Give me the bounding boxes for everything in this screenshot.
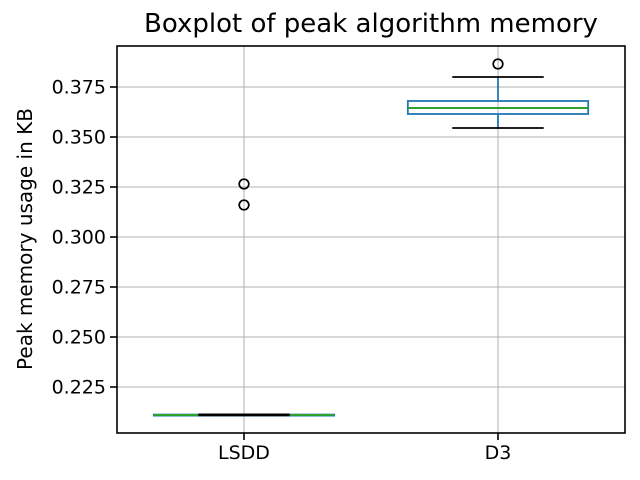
chart-title: Boxplot of peak algorithm memory xyxy=(144,9,598,39)
outlier-point xyxy=(238,199,250,211)
x-tick-label: LSDD xyxy=(218,442,270,464)
outlier-point xyxy=(238,178,250,190)
y-tick-label: 0.275 xyxy=(52,277,106,299)
y-tick-label: 0.325 xyxy=(52,177,106,199)
axes-frame xyxy=(116,45,626,434)
y-tick-label: 0.300 xyxy=(52,227,106,249)
y-tick-label: 0.225 xyxy=(52,377,106,399)
y-tick-label: 0.350 xyxy=(52,127,106,149)
outlier-point xyxy=(492,58,504,70)
y-tick-label: 0.375 xyxy=(52,77,106,99)
y-tick-label: 0.250 xyxy=(52,327,106,349)
x-tick-label: D3 xyxy=(485,442,512,464)
